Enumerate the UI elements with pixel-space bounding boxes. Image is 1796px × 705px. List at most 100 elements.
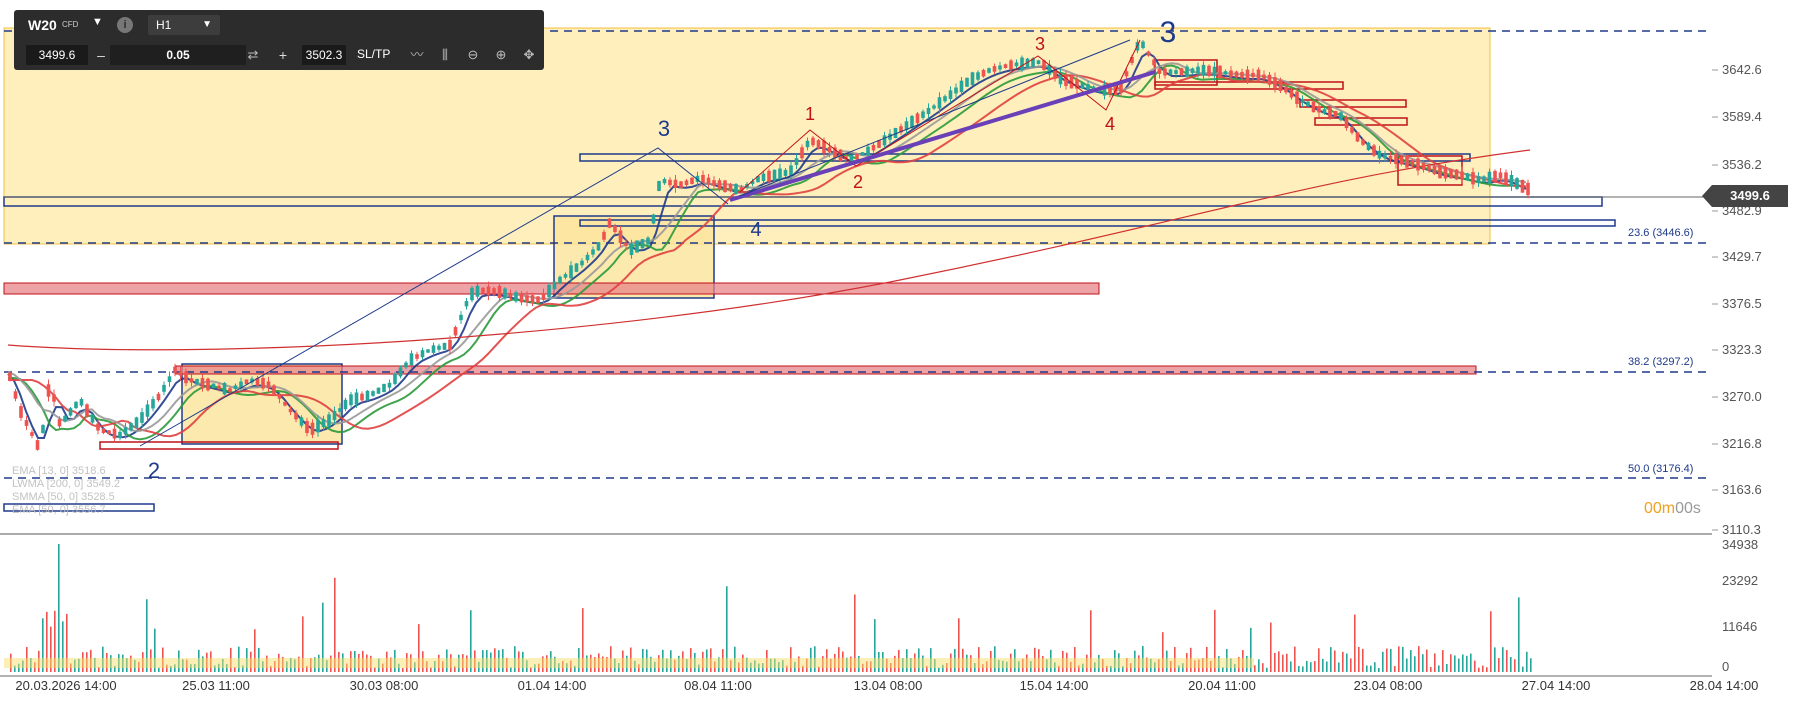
candle <box>134 416 139 429</box>
ema-50-line <box>8 72 1527 438</box>
volume-bar <box>1374 662 1376 672</box>
candle <box>717 178 722 192</box>
candle <box>816 138 821 150</box>
candle <box>987 67 991 74</box>
volume-highlight-band <box>4 658 1254 668</box>
candle <box>1240 68 1244 82</box>
price-label: 3589.4 <box>1722 109 1762 124</box>
sltp-button[interactable]: SL/TP <box>357 47 391 61</box>
zoom-in-icon[interactable]: ⊕ <box>495 47 507 62</box>
candle <box>420 347 425 360</box>
volume-bar <box>166 664 168 672</box>
volume-bar <box>638 664 640 672</box>
candle <box>1234 70 1239 79</box>
highlight-zones <box>3 27 1491 445</box>
bid-price-button[interactable]: 3499.6 <box>26 45 88 65</box>
candle <box>195 378 199 385</box>
candle <box>580 258 584 268</box>
candle <box>393 372 397 386</box>
candle <box>1036 59 1041 65</box>
info-icon[interactable]: i <box>117 17 133 33</box>
volume-bar <box>1370 665 1372 672</box>
symbol-row: W20 CFD ▼ i H1 ▼ <box>14 10 220 40</box>
volume-bar <box>1350 658 1352 672</box>
candle <box>1333 110 1338 118</box>
volume-bar <box>1378 667 1380 672</box>
wave-label: 2 <box>148 458 160 483</box>
volume-bar <box>1510 657 1512 672</box>
candle <box>96 419 100 435</box>
volume-bar <box>534 664 536 672</box>
volume-bar <box>58 544 60 672</box>
line-chart-icon[interactable]: 〰 <box>410 47 424 62</box>
candle <box>800 144 804 162</box>
candle <box>761 170 766 184</box>
zoom-out-icon[interactable]: ⊖ <box>467 47 479 62</box>
volume-bar <box>938 667 940 672</box>
volume-bar <box>1106 665 1108 672</box>
candle <box>24 416 29 430</box>
candle <box>1141 40 1145 50</box>
volume-bar <box>1498 657 1500 672</box>
volume-bar <box>1410 650 1412 672</box>
candle <box>1218 64 1222 80</box>
candle <box>750 178 755 187</box>
volume-bar <box>1394 665 1396 672</box>
quantity-input[interactable]: 0.05 <box>110 45 246 65</box>
volume-bar <box>254 629 256 672</box>
chevron-down-icon[interactable]: ▼ <box>92 16 103 28</box>
candle <box>1416 153 1420 176</box>
candle <box>288 405 293 416</box>
volume-bar <box>1278 651 1280 672</box>
candle <box>1196 62 1200 78</box>
candle <box>1157 63 1162 79</box>
volume-bar <box>1290 661 1292 672</box>
candle <box>1025 57 1030 69</box>
candle <box>767 168 771 184</box>
volume-bar <box>854 594 856 672</box>
candle <box>398 365 403 379</box>
volume-bar <box>1462 654 1464 672</box>
swap-icon[interactable]: ⇄ <box>247 47 259 62</box>
candle <box>965 77 969 87</box>
volume-bar <box>1222 667 1224 672</box>
candle <box>1229 66 1233 82</box>
volume-bar <box>1434 653 1436 672</box>
volume-bar <box>802 665 804 672</box>
candle <box>756 175 760 183</box>
candles-icon[interactable]: ⫼ <box>442 47 448 62</box>
volume-bar <box>1414 656 1416 672</box>
move-icon[interactable]: ✥ <box>523 47 535 62</box>
candle <box>932 103 936 111</box>
volume-bar <box>1078 665 1080 672</box>
candle <box>1009 58 1013 71</box>
symbol-name[interactable]: W20 <box>28 17 57 33</box>
candle <box>1366 141 1371 151</box>
candle <box>904 117 909 134</box>
candle <box>52 389 56 407</box>
candle <box>1163 65 1167 79</box>
axes: 3642.63589.43536.23482.93429.73376.53323… <box>0 62 1762 693</box>
candle-timer: 00m00s <box>1644 500 1701 518</box>
volume-label: 34938 <box>1722 537 1758 552</box>
candle <box>662 177 667 185</box>
candle <box>1526 179 1530 199</box>
timeframe-select[interactable]: H1 ▼ <box>148 15 220 35</box>
candle <box>404 360 408 370</box>
candle <box>855 152 859 161</box>
candle <box>811 135 815 148</box>
candle <box>640 238 645 249</box>
candle <box>569 261 573 283</box>
price-label: 3429.7 <box>1722 249 1762 264</box>
candle <box>1350 125 1354 135</box>
ask-price-button[interactable]: 3502.3 <box>302 45 346 65</box>
candle <box>728 182 733 193</box>
candle <box>1179 67 1184 77</box>
volume-bar <box>1326 661 1328 672</box>
decrease-quantity-button[interactable]: – <box>97 47 105 63</box>
wave-label: 4 <box>750 219 761 241</box>
volume-bar <box>174 664 176 672</box>
volume-bar <box>1274 652 1276 672</box>
increase-quantity-button[interactable]: + <box>278 47 288 63</box>
